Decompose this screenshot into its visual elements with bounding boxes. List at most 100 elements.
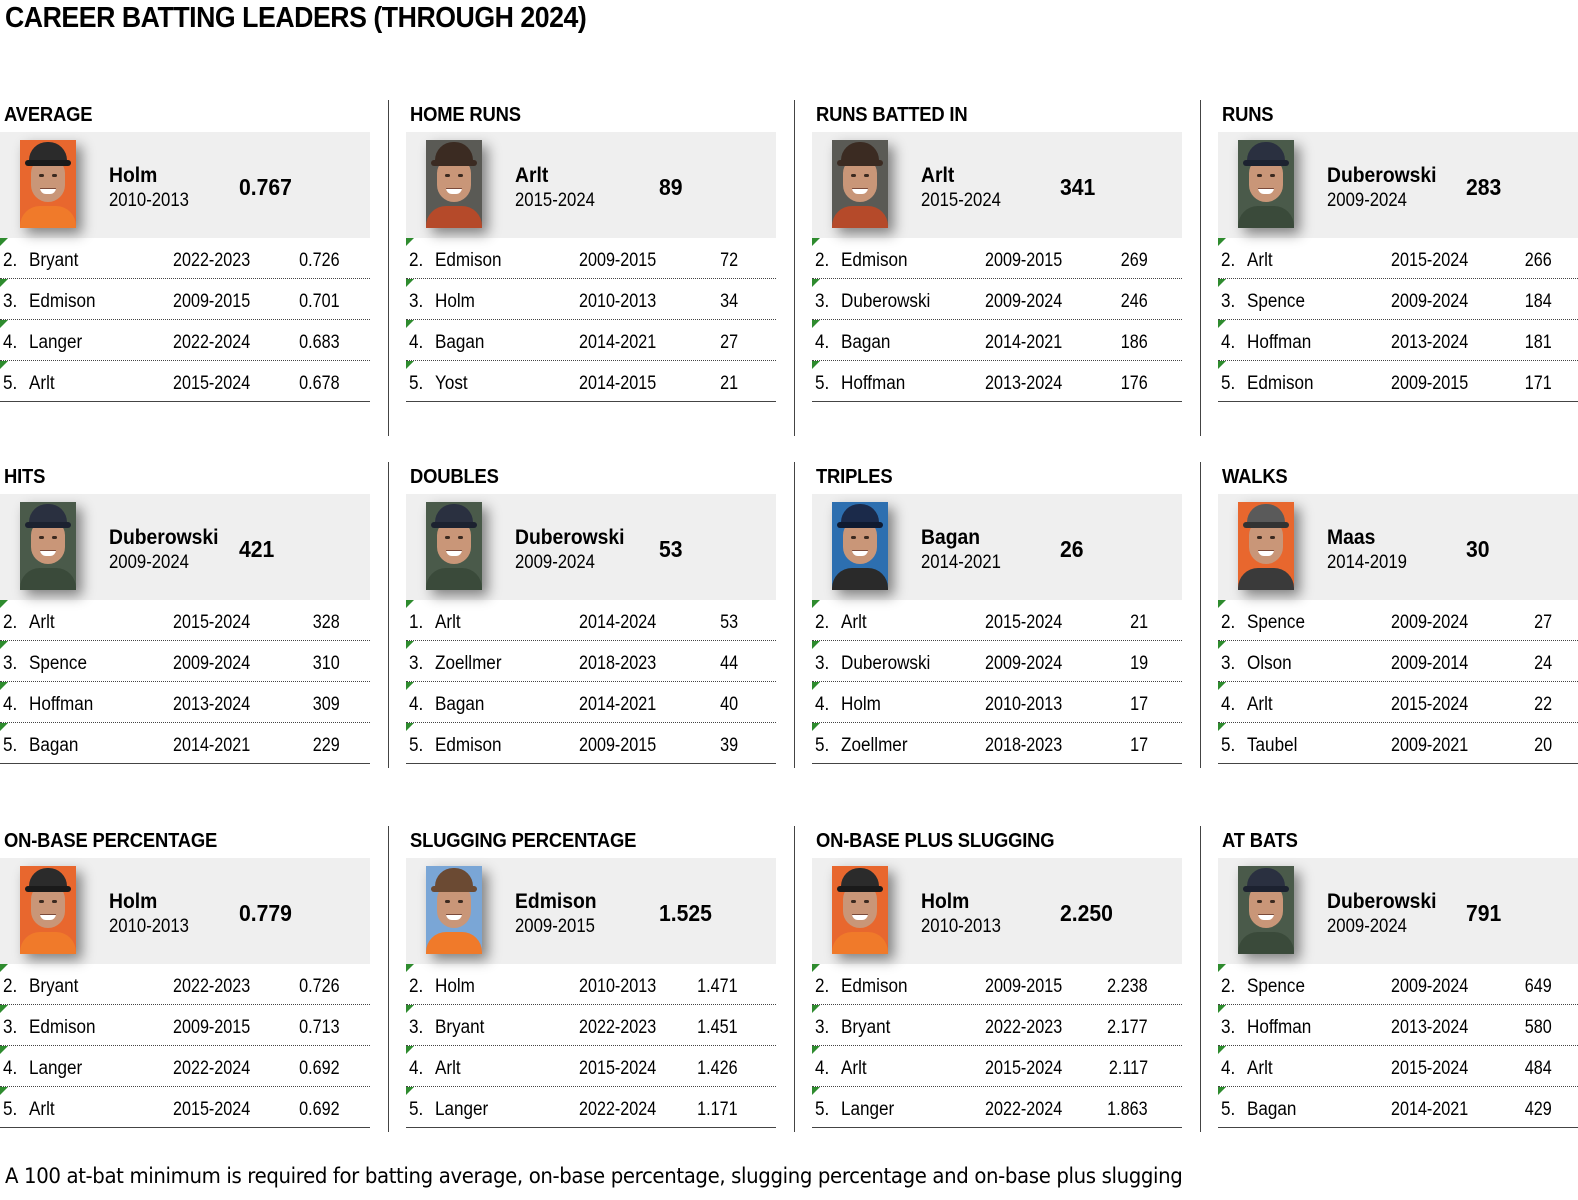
photo-shirt bbox=[426, 206, 482, 228]
category-title: RUNS bbox=[1222, 104, 1274, 126]
leader-card: Duberowski 2009-2024 53 bbox=[406, 494, 776, 600]
row-value: 0.683 bbox=[299, 332, 340, 353]
row-value: 0.692 bbox=[299, 1058, 340, 1079]
photo-eye bbox=[39, 536, 44, 539]
row-player-name: Spence bbox=[1247, 612, 1306, 633]
list-row: 1. Arlt 2014-2024 53 bbox=[406, 600, 776, 641]
photo-visor bbox=[25, 160, 71, 166]
row-player-name: Edmison bbox=[841, 250, 908, 271]
row-player-name: Arlt bbox=[435, 612, 461, 633]
row-value: 22 bbox=[1534, 694, 1552, 715]
row-rank: 3. bbox=[3, 291, 18, 312]
photo-mouth bbox=[1258, 550, 1274, 556]
photo-eye bbox=[1270, 536, 1275, 539]
list-row: 4. Langer 2022-2024 0.692 bbox=[0, 1046, 370, 1087]
list-row: 2. Spence 2009-2024 649 bbox=[1218, 964, 1578, 1005]
row-years: 2014-2024 bbox=[579, 612, 657, 633]
leader-card: Holm 2010-2013 0.779 bbox=[0, 858, 370, 964]
photo-mouth bbox=[852, 914, 868, 920]
leader-years: 2009-2024 bbox=[1327, 190, 1407, 211]
row-years: 2009-2015 bbox=[579, 250, 657, 271]
stat-category: RUNS Duberowski 2009-2024 283 2. Arlt 2015-202… bbox=[1218, 104, 1578, 434]
row-years: 2022-2023 bbox=[173, 976, 251, 997]
leader-name: Maas bbox=[1327, 526, 1376, 549]
photo-cap bbox=[841, 142, 879, 164]
row-years: 2010-2013 bbox=[579, 291, 657, 312]
row-player-name: Bryant bbox=[29, 976, 79, 997]
row-player-name: Edmison bbox=[1247, 373, 1314, 394]
row-rank: 3. bbox=[409, 1017, 424, 1038]
photo-eye bbox=[1257, 900, 1262, 903]
row-value: 2.238 bbox=[1107, 976, 1148, 997]
row-value: 34 bbox=[720, 291, 738, 312]
photo-eye bbox=[864, 174, 869, 177]
leader-list: 2. Holm 2010-2013 1.471 3. Bryant 2022-2023 1.4… bbox=[406, 964, 776, 1128]
row-rank: 5. bbox=[1221, 373, 1236, 394]
row-years: 2009-2015 bbox=[985, 250, 1063, 271]
row-player-name: Arlt bbox=[1247, 250, 1273, 271]
photo-eye bbox=[52, 536, 57, 539]
photo-visor bbox=[25, 886, 71, 892]
leader-list: 1. Arlt 2014-2024 53 3. Zoellmer 2018-2023 44 4.… bbox=[406, 600, 776, 764]
row-years: 2018-2023 bbox=[985, 735, 1063, 756]
error-indicator-icon bbox=[406, 238, 414, 246]
row-player-name: Arlt bbox=[29, 1099, 55, 1120]
row-player-name: Hoffman bbox=[1247, 1017, 1312, 1038]
list-row: 4. Arlt 2015-2024 1.426 bbox=[406, 1046, 776, 1087]
photo-visor bbox=[1243, 886, 1289, 892]
row-rank: 3. bbox=[3, 1017, 18, 1038]
row-years: 2022-2024 bbox=[173, 332, 251, 353]
row-value: 0.726 bbox=[299, 250, 340, 271]
error-indicator-icon bbox=[812, 1087, 820, 1095]
row-years: 2009-2015 bbox=[985, 976, 1063, 997]
error-indicator-icon bbox=[812, 1046, 820, 1054]
footnote: A 100 at-bat minimum is required for bat… bbox=[5, 1164, 1183, 1188]
error-indicator-icon bbox=[406, 1087, 414, 1095]
row-years: 2015-2024 bbox=[1391, 694, 1469, 715]
leader-years: 2010-2013 bbox=[109, 916, 189, 937]
leader-name: Arlt bbox=[515, 164, 549, 187]
photo-cap bbox=[29, 504, 67, 526]
leader-value: 421 bbox=[239, 536, 275, 562]
row-years: 2013-2024 bbox=[1391, 332, 1469, 353]
row-value: 176 bbox=[1121, 373, 1148, 394]
row-player-name: Langer bbox=[29, 1058, 83, 1079]
row-value: 20 bbox=[1534, 735, 1552, 756]
leader-list: 2. Spence 2009-2024 649 3. Hoffman 2013-2024 58… bbox=[1218, 964, 1578, 1128]
row-rank: 1. bbox=[409, 612, 424, 633]
leader-card: Edmison 2009-2015 1.525 bbox=[406, 858, 776, 964]
photo-eye bbox=[1257, 174, 1262, 177]
row-player-name: Olson bbox=[1247, 653, 1292, 674]
error-indicator-icon bbox=[0, 600, 8, 608]
error-indicator-icon bbox=[812, 723, 820, 731]
photo-eye bbox=[445, 174, 450, 177]
row-years: 2018-2023 bbox=[579, 653, 657, 674]
row-player-name: Arlt bbox=[841, 1058, 867, 1079]
list-row: 3. Spence 2009-2024 310 bbox=[0, 641, 370, 682]
photo-eye bbox=[52, 174, 57, 177]
row-years: 2015-2024 bbox=[985, 612, 1063, 633]
row-years: 2015-2024 bbox=[173, 612, 251, 633]
list-row: 5. Hoffman 2013-2024 176 bbox=[812, 361, 1182, 402]
error-indicator-icon bbox=[0, 279, 8, 287]
error-indicator-icon bbox=[0, 723, 8, 731]
leader-years: 2009-2024 bbox=[109, 552, 189, 573]
leader-name: Duberowski bbox=[515, 526, 625, 549]
row-rank: 4. bbox=[815, 694, 830, 715]
error-indicator-icon bbox=[1218, 279, 1226, 287]
photo-eye bbox=[851, 174, 856, 177]
category-title: HITS bbox=[4, 466, 46, 488]
leader-card: Duberowski 2009-2024 283 bbox=[1218, 132, 1578, 238]
row-rank: 4. bbox=[1221, 1058, 1236, 1079]
row-player-name: Edmison bbox=[29, 1017, 96, 1038]
leader-list: 2. Arlt 2015-2024 266 3. Spence 2009-2024 184 4.… bbox=[1218, 238, 1578, 402]
leader-card: Arlt 2015-2024 341 bbox=[812, 132, 1182, 238]
row-player-name: Bagan bbox=[29, 735, 79, 756]
error-indicator-icon bbox=[406, 600, 414, 608]
category-title: AVERAGE bbox=[4, 104, 93, 126]
error-indicator-icon bbox=[0, 964, 8, 972]
row-years: 2013-2024 bbox=[985, 373, 1063, 394]
stat-category: HOME RUNS Arlt 2015-2024 89 2. Edmison 2009-20… bbox=[406, 104, 776, 434]
row-player-name: Arlt bbox=[1247, 1058, 1273, 1079]
row-rank: 2. bbox=[1221, 250, 1236, 271]
